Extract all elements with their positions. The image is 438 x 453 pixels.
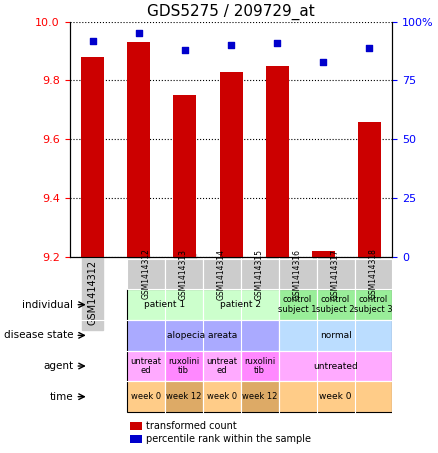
Text: week 0: week 0	[207, 392, 237, 401]
Bar	[240, 351, 279, 381]
Bar	[266, 66, 289, 257]
Point	[366, 44, 373, 51]
Text: agent: agent	[43, 361, 74, 371]
Text: week 12: week 12	[242, 392, 277, 401]
Text: untreated: untreated	[313, 361, 358, 371]
Bar	[127, 381, 165, 412]
Bar	[279, 320, 392, 351]
Bar	[279, 289, 317, 320]
Bar	[240, 381, 279, 412]
Text: untreat
ed: untreat ed	[130, 357, 161, 376]
Point	[228, 42, 235, 49]
Point	[181, 46, 188, 53]
Text: week 0: week 0	[131, 392, 161, 401]
Bar	[354, 259, 392, 289]
Text: patient 2: patient 2	[220, 300, 261, 309]
Text: individual: individual	[22, 300, 74, 310]
Text: alopecia areata: alopecia areata	[167, 331, 238, 340]
Text: GSM1414318: GSM1414318	[369, 249, 378, 299]
Bar	[173, 95, 197, 257]
Text: transformed count: transformed count	[145, 421, 237, 431]
Text: GSM1414315: GSM1414315	[255, 249, 264, 299]
Text: ruxolini
tib: ruxolini tib	[244, 357, 275, 376]
Bar	[279, 351, 392, 381]
Text: normal: normal	[320, 331, 351, 340]
Bar	[165, 259, 203, 289]
Text: percentile rank within the sample: percentile rank within the sample	[145, 434, 311, 443]
Bar	[279, 381, 392, 412]
Text: control
subject 3: control subject 3	[354, 295, 393, 314]
Bar	[203, 351, 240, 381]
Bar	[358, 121, 381, 257]
Bar	[127, 351, 165, 381]
Bar	[131, 434, 142, 443]
Bar	[240, 259, 279, 289]
Bar	[127, 289, 203, 320]
Bar	[219, 72, 243, 257]
Bar	[317, 289, 354, 320]
Bar	[312, 251, 335, 257]
Text: control
subject 2: control subject 2	[316, 295, 355, 314]
Text: control
subject 1: control subject 1	[278, 295, 317, 314]
Text: GSM1414317: GSM1414317	[331, 249, 340, 299]
Bar	[354, 289, 392, 320]
Text: week 12: week 12	[166, 392, 201, 401]
Bar	[127, 320, 279, 351]
Text: GSM1414313: GSM1414313	[179, 249, 188, 299]
Bar	[165, 381, 203, 412]
Title: GDS5275 / 209729_at: GDS5275 / 209729_at	[147, 4, 315, 20]
Text: disease state: disease state	[4, 330, 74, 340]
Point	[320, 58, 327, 65]
Bar	[127, 289, 392, 412]
Text: GSM1414314: GSM1414314	[217, 249, 226, 299]
Text: untreat
ed: untreat ed	[206, 357, 237, 376]
Bar	[127, 42, 150, 257]
Bar	[203, 381, 240, 412]
Bar	[203, 259, 240, 289]
Bar	[131, 422, 142, 430]
Bar	[127, 259, 165, 289]
Point	[89, 37, 96, 44]
Bar	[279, 259, 317, 289]
Bar	[317, 259, 354, 289]
Bar	[203, 289, 279, 320]
Bar	[165, 351, 203, 381]
Bar	[81, 57, 104, 257]
Text: week 0: week 0	[319, 392, 352, 401]
Text: patient 1: patient 1	[144, 300, 185, 309]
Text: GSM1414316: GSM1414316	[293, 249, 302, 299]
Text: time: time	[50, 392, 74, 402]
Point	[274, 39, 281, 47]
Text: ruxolini
tib: ruxolini tib	[168, 357, 199, 376]
Text: GSM1414312: GSM1414312	[141, 249, 150, 299]
Point	[135, 30, 142, 37]
